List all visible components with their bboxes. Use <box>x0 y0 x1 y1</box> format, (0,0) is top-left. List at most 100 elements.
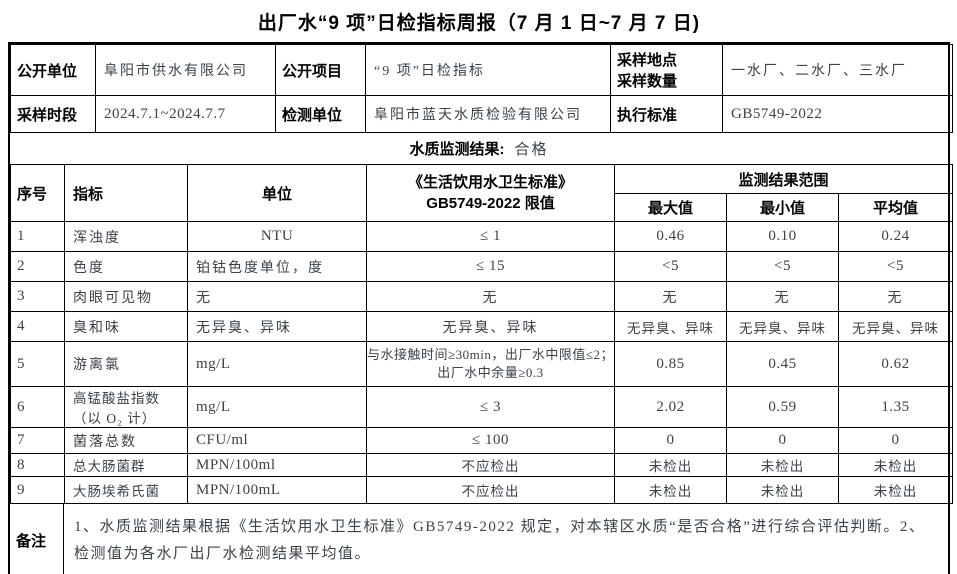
row-avg: 1.35 <box>837 386 954 428</box>
row-indicator: 色度 <box>64 251 188 282</box>
row-limit: 无异臭、异味 <box>366 311 615 342</box>
table-row: 7 菌落总数 CFU/ml ≤ 100 0 0 0 <box>10 427 954 454</box>
sampling-site-label-line2: 采样数量 <box>617 73 678 90</box>
row-min: 0.59 <box>726 386 839 428</box>
testing-unit-value: 阜阳市蓝天水质检验有限公司 <box>365 95 611 133</box>
row-unit: NTU <box>187 221 367 252</box>
col-header-min: 最小值 <box>726 193 839 222</box>
sampling-period-value: 2024.7.1~2024.7.7 <box>95 95 276 133</box>
table-row: 8 总大肠菌群 MPN/100ml 不应检出 未检出 未检出 未检出 <box>10 453 954 477</box>
row-min: 无异臭、异味 <box>726 311 839 342</box>
row-unit: mg/L <box>187 386 367 428</box>
table-row: 9 大肠埃希氏菌 MPN/100mL 不应检出 未检出 未检出 未检出 <box>10 476 954 504</box>
row-no: 2 <box>10 251 65 282</box>
table-row: 2 色度 铂钴色度单位，度 ≤ 15 <5 <5 <5 <box>10 251 954 282</box>
standard-label: 执行标准 <box>610 95 723 133</box>
row-unit: 铂钴色度单位，度 <box>187 251 367 282</box>
row-min: 未检出 <box>726 453 839 477</box>
table-header-row-top: 序号 指标 单位 《生活饮用水卫生标准》 GB5749-2022 限值 监测结果… <box>10 164 954 222</box>
row-avg: 未检出 <box>837 476 954 504</box>
row-max: 无异臭、异味 <box>614 311 727 342</box>
row-no: 9 <box>10 476 65 504</box>
row-avg: 0.62 <box>837 341 954 387</box>
result-banner-value: 合格 <box>514 142 549 158</box>
row-no: 8 <box>10 453 65 477</box>
row-max: 0.46 <box>614 221 727 252</box>
table-row: 6 高锰酸盐指数（以 O₂ 计） mg/L ≤ 3 2.02 0.59 1.35 <box>10 386 954 428</box>
row-avg: 无异臭、异味 <box>837 311 954 342</box>
page-title: 出厂水“9 项”日检指标周报（7 月 1 日~7 月 7 日) <box>257 12 701 34</box>
col-header-avg: 平均值 <box>837 193 954 222</box>
row-no: 7 <box>10 427 65 454</box>
col-header-indicator: 指标 <box>64 164 188 222</box>
row-max: 未检出 <box>614 453 727 477</box>
row-min: 无 <box>726 281 839 312</box>
sampling-period-label: 采样时段 <box>10 95 96 133</box>
col-header-max: 最大值 <box>614 193 727 222</box>
row-indicator: 菌落总数 <box>64 427 188 454</box>
row-max: 0 <box>614 427 727 454</box>
row-no: 3 <box>10 281 65 312</box>
col-header-unit: 单位 <box>187 164 367 222</box>
remark-text: 1、水质监测结果根据《生活饮用水卫生标准》GB5749-2022 规定，对本辖区… <box>74 518 926 562</box>
row-min: 0.45 <box>726 341 839 387</box>
col-header-no: 序号 <box>10 164 65 222</box>
col-header-limit: 《生活饮用水卫生标准》 GB5749-2022 限值 <box>366 164 615 222</box>
col-header-range: 监测结果范围 <box>613 164 954 194</box>
public-project-value: “9 项”日检指标 <box>365 44 611 96</box>
info-row-2: 采样时段 2024.7.1~2024.7.7 检测单位 阜阳市蓝天水质检验有限公… <box>10 95 953 133</box>
row-max: 未检出 <box>614 476 727 504</box>
row-no: 1 <box>10 221 65 252</box>
row-no: 5 <box>10 341 65 387</box>
testing-unit-label: 检测单位 <box>275 95 366 133</box>
row-indicator: 游离氯 <box>64 341 188 387</box>
row-avg: <5 <box>837 251 954 282</box>
table-row: 3 肉眼可见物 无 无 无 无 无 <box>10 281 954 312</box>
row-indicator: 臭和味 <box>64 311 188 342</box>
row-unit: MPN/100mL <box>187 476 367 504</box>
row-unit: MPN/100ml <box>187 453 367 477</box>
row-avg: 0 <box>837 427 954 454</box>
public-unit-label: 公开单位 <box>10 44 96 96</box>
row-min: 0 <box>726 427 839 454</box>
table-header-row-bottom: 最大值 最小值 平均值 <box>11 193 954 222</box>
row-min: 未检出 <box>726 476 839 504</box>
row-unit: CFU/ml <box>187 427 367 454</box>
row-limit: 与水接触时间≥30min，出厂水中限值≤2；出厂水中余量≥0.3 <box>366 341 615 387</box>
row-limit: ≤ 100 <box>366 427 615 454</box>
table-row: 5 游离氯 mg/L 与水接触时间≥30min，出厂水中限值≤2；出厂水中余量≥… <box>10 341 954 387</box>
row-limit: ≤ 1 <box>366 221 615 252</box>
row-no: 6 <box>10 386 65 428</box>
row-max: 无 <box>614 281 727 312</box>
row-min: <5 <box>726 251 839 282</box>
remark-row: 备注 1、水质监测结果根据《生活饮用水卫生标准》GB5749-2022 规定，对… <box>10 504 948 574</box>
remark-label: 备注 <box>10 504 64 574</box>
table-row: 4 臭和味 无异臭、异味 无异臭、异味 无异臭、异味 无异臭、异味 无异臭、异味 <box>10 311 954 342</box>
row-avg: 未检出 <box>837 453 954 477</box>
row-avg: 无 <box>837 281 954 312</box>
row-unit: 无 <box>187 281 367 312</box>
col-header-limit-line1: 《生活饮用水卫生标准》 <box>407 174 573 191</box>
row-unit: 无异臭、异味 <box>187 311 367 342</box>
sampling-site-value: 一水厂、二水厂、三水厂 <box>722 44 953 96</box>
row-limit: 无 <box>366 281 615 312</box>
indicator-table: 序号 指标 单位 《生活饮用水卫生标准》 GB5749-2022 限值 监测结果… <box>10 164 954 504</box>
row-max: <5 <box>614 251 727 282</box>
row-indicator: 大肠埃希氏菌 <box>64 476 188 504</box>
public-project-label: 公开项目 <box>275 44 366 96</box>
row-max: 0.85 <box>614 341 727 387</box>
col-header-limit-line2: GB5749-2022 限值 <box>426 195 555 212</box>
row-min: 0.10 <box>726 221 839 252</box>
table-row: 1 浑浊度 NTU ≤ 1 0.46 0.10 0.24 <box>10 221 954 252</box>
result-banner-label: 水质监测结果: <box>409 141 505 158</box>
row-max: 2.02 <box>614 386 727 428</box>
row-limit: ≤ 3 <box>366 386 615 428</box>
row-unit: mg/L <box>187 341 367 387</box>
sampling-site-label: 采样地点 采样数量 <box>610 44 723 96</box>
sampling-site-label-line1: 采样地点 <box>617 52 678 69</box>
result-banner: 水质监测结果: 合格 <box>10 133 948 164</box>
row-avg: 0.24 <box>837 221 954 252</box>
public-unit-value: 阜阳市供水有限公司 <box>95 44 276 96</box>
standard-value: GB5749-2022 <box>722 95 953 133</box>
row-indicator: 浑浊度 <box>64 221 188 252</box>
